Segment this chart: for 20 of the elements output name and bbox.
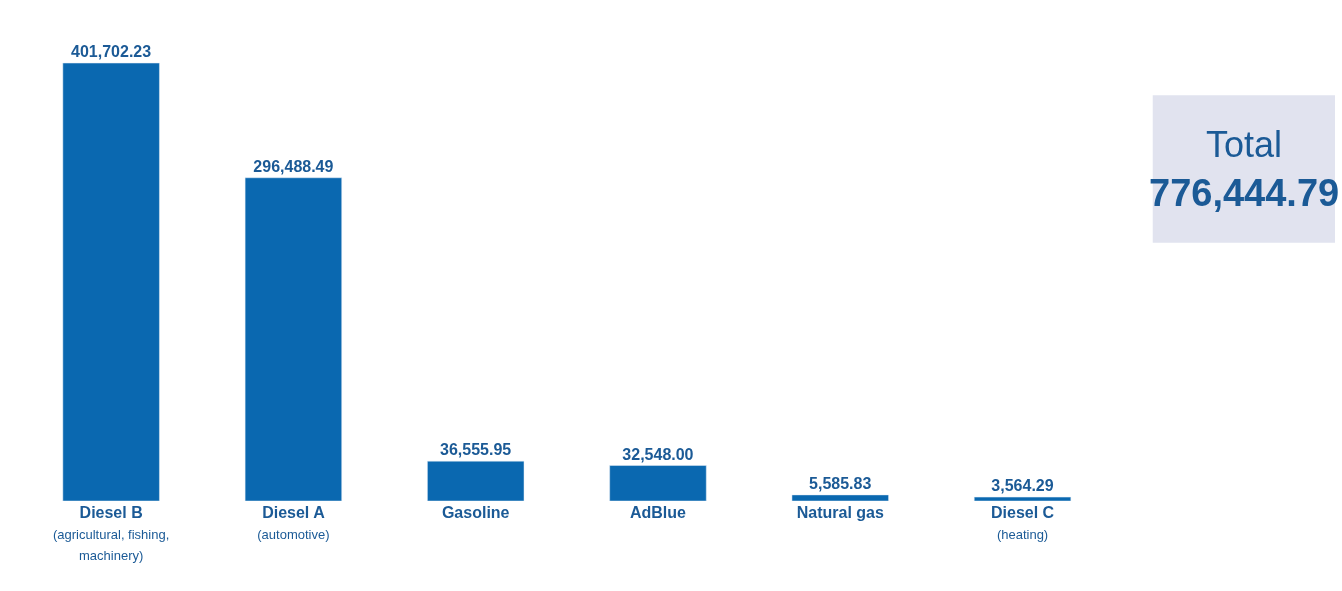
bar [244,177,342,501]
x-tick-label: Diesel C (heating) [990,504,1055,542]
data-label: 401,702.23 [71,43,152,61]
bar [609,465,707,501]
x-tick-label: Diesel A (automotive) [257,504,330,542]
x-tick-label: Natural gas [796,504,884,521]
data-label: 296,488.49 [253,157,334,175]
bar [973,496,1072,501]
text: Total [1206,124,1283,165]
data-label: 3,564.29 [991,477,1054,495]
text: 776,444.79 [1149,172,1340,215]
bar [791,494,889,501]
data-label: 36,555.95 [440,441,512,459]
x-tick-label: AdBlue [629,504,687,521]
x-tick-label: Diesel B (agricultural, fishing, machinery) [52,504,170,563]
x-tick-label: Gasoline [441,504,510,521]
bar [62,62,160,501]
data-label: 5,585.83 [809,474,872,492]
data-label: 32,548.00 [622,445,694,463]
bar [427,460,525,501]
